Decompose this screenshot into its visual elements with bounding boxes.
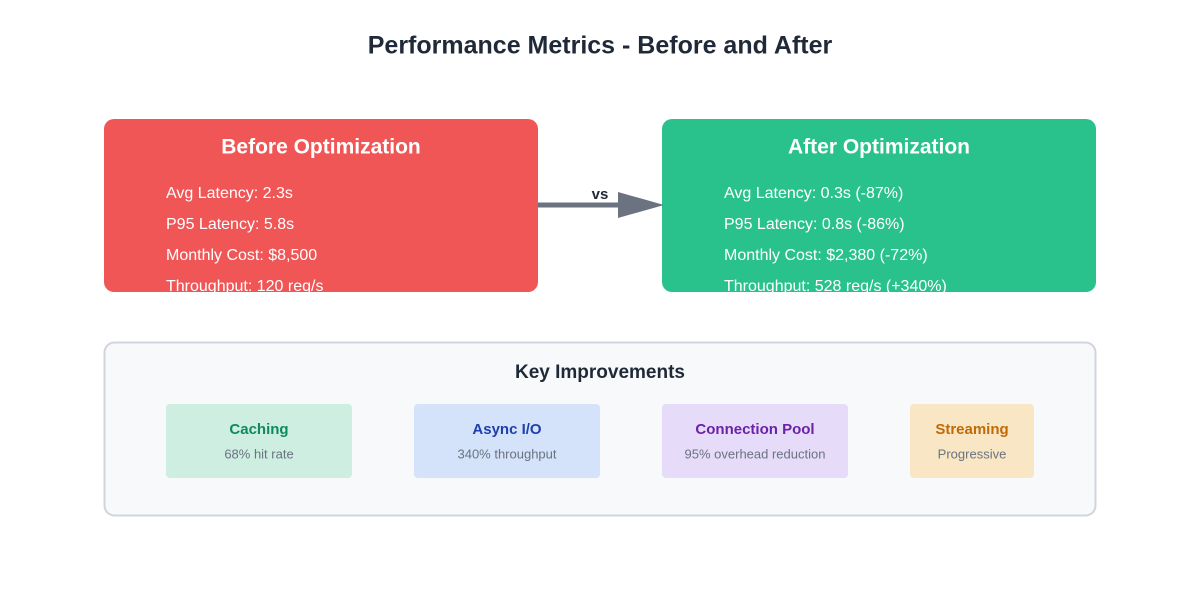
card-title: Caching: [229, 421, 288, 438]
before-item: Throughput: 120 req/s: [166, 278, 323, 295]
after-item: Monthly Cost: $2,380 (-72%): [724, 247, 928, 264]
before-item: Monthly Cost: $8,500: [166, 247, 317, 264]
after-box: [662, 119, 1096, 292]
improvements-title: Key Improvements: [515, 362, 685, 383]
improvement-card: [166, 404, 352, 478]
card-detail: 340% throughput: [457, 446, 556, 461]
title: Performance Metrics - Before and After: [368, 32, 833, 60]
after-item: P95 Latency: 0.8s (-86%): [724, 216, 905, 233]
after-item: Avg Latency: 0.3s (-87%): [724, 185, 903, 202]
before-content: Before Optimization Avg Latency: 2.3s P95 …: [166, 136, 421, 295]
card-detail: 68% hit rate: [224, 446, 293, 461]
arrow-head: [618, 192, 664, 218]
content: Before Optimization Avg Latency: 2.3s P95 …: [166, 136, 1034, 478]
card-title: Streaming: [935, 421, 1008, 438]
before-title: Before Optimization: [221, 136, 421, 159]
vs-label: vs: [592, 186, 609, 203]
before-item: Avg Latency: 2.3s: [166, 185, 293, 202]
after-item: Throughput: 528 req/s (+340%): [724, 278, 947, 295]
card-title: Async I/O: [472, 421, 542, 438]
before-box: [104, 119, 538, 292]
card-title: Connection Pool: [695, 421, 814, 438]
card-detail: Progressive: [938, 446, 1007, 461]
improvement-card: [662, 404, 848, 478]
after-content: After Optimization Avg Latency: 0.3s (-87…: [724, 136, 970, 295]
card-detail: 95% overhead reduction: [685, 446, 826, 461]
improvement-card: [414, 404, 600, 478]
before-item: P95 Latency: 5.8s: [166, 216, 294, 233]
after-title: After Optimization: [788, 136, 970, 159]
improvement-card: [910, 404, 1034, 478]
